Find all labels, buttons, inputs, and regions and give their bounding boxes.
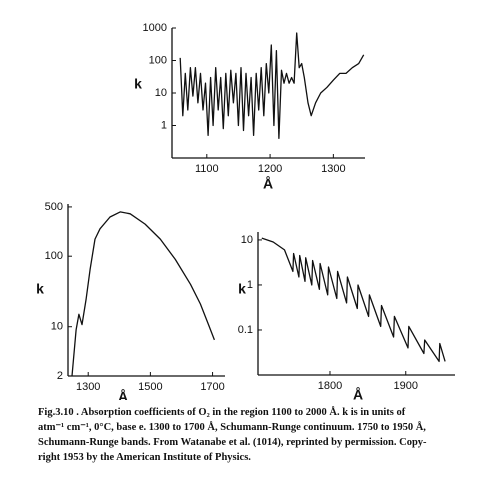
x-axis-label: Å — [353, 387, 363, 400]
x-tick-label: 1300 — [321, 163, 345, 175]
y-tick-label: 10 — [241, 234, 253, 246]
x-tick-label: 1900 — [394, 380, 418, 392]
caption-line: right 1953 by the American Institute of … — [38, 452, 251, 463]
figure: 1000 100 10 1 1100 1200 1300 k Å 500 100 10 2 1300 150… — [36, 22, 455, 400]
y-tick-label: 2 — [57, 370, 63, 382]
y-tick-label: 1000 — [143, 22, 167, 34]
x-tick-label: 1800 — [318, 380, 342, 392]
y-tick-label: 500 — [45, 201, 63, 213]
x-tick-label: 1100 — [195, 163, 219, 175]
y-tick-label: 1 — [161, 119, 167, 131]
caption-line: atm⁻¹ cm⁻¹, 0°C, base e. 1300 to 1700 Å,… — [38, 422, 426, 433]
x-tick-label: 1700 — [200, 381, 224, 393]
x-tick-label: 1200 — [258, 163, 282, 175]
x-axis-label: Å — [263, 176, 273, 192]
y-tick-label: 100 — [45, 250, 63, 262]
caption: Fig.3.10 . Absorption coefficients of O₂… — [38, 405, 478, 465]
y-axis-label: k — [238, 281, 246, 297]
y-tick-label: 10 — [155, 87, 167, 99]
data-line — [261, 237, 446, 363]
y-axis-label: k — [36, 281, 44, 297]
x-tick-label: 1500 — [138, 381, 162, 393]
y-tick-label: 100 — [149, 54, 167, 66]
y-axis-label: k — [134, 76, 142, 92]
y-tick-label: 10 — [51, 321, 63, 333]
caption-line: Fig.3.10 . Absorption coefficients of O₂… — [38, 407, 406, 418]
x-axis-label: Å — [118, 389, 128, 400]
y-tick-label: 1 — [247, 279, 253, 291]
x-tick-label: 1300 — [76, 381, 100, 393]
y-tick-label: 0.1 — [238, 324, 253, 336]
data-line — [179, 32, 365, 140]
data-line — [71, 211, 216, 377]
caption-line: Schumann-Runge bands. From Watanabe et a… — [38, 437, 427, 448]
